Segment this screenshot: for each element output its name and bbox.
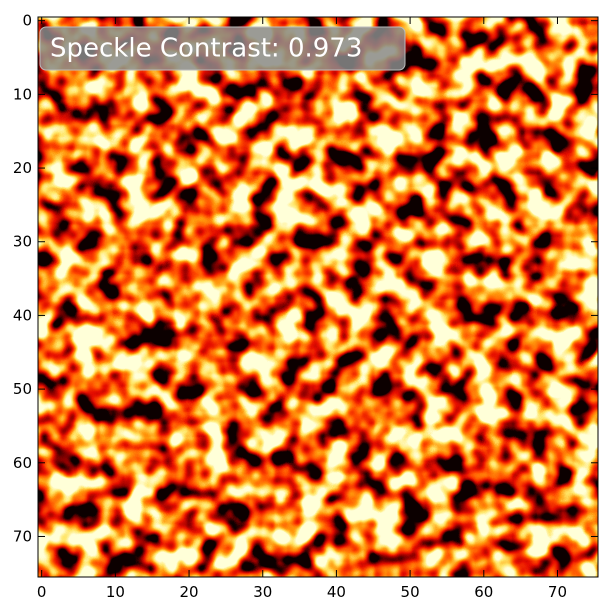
x-tick-label: 70	[548, 583, 567, 601]
y-tick-label: 30	[13, 233, 32, 251]
x-tick-label: 40	[327, 583, 346, 601]
x-tick-label: 30	[253, 583, 272, 601]
y-tick-label: 70	[13, 527, 32, 545]
y-tick-label: 10	[13, 85, 32, 103]
y-tick-label: 40	[13, 306, 32, 324]
annotation: Speckle Contrast: 0.973	[50, 34, 362, 64]
x-tick-label: 20	[180, 583, 199, 601]
annotation-box	[39, 26, 406, 71]
axes-frame	[37, 16, 599, 578]
plot-area	[38, 17, 598, 577]
y-tick-label: 0	[22, 12, 32, 30]
x-tick-label: 50	[401, 583, 420, 601]
ticks: 0 10 20 30 40 50 60 70 0 10 20 30 40 50 60 70	[13, 12, 598, 601]
speckle-image	[38, 17, 598, 577]
y-tick-label: 20	[13, 159, 32, 177]
x-tick-label: 10	[106, 583, 125, 601]
y-tick-label: 60	[13, 454, 32, 472]
x-tick-label: 0	[37, 583, 47, 601]
y-tick-label: 50	[13, 380, 32, 398]
x-tick-label: 60	[474, 583, 493, 601]
